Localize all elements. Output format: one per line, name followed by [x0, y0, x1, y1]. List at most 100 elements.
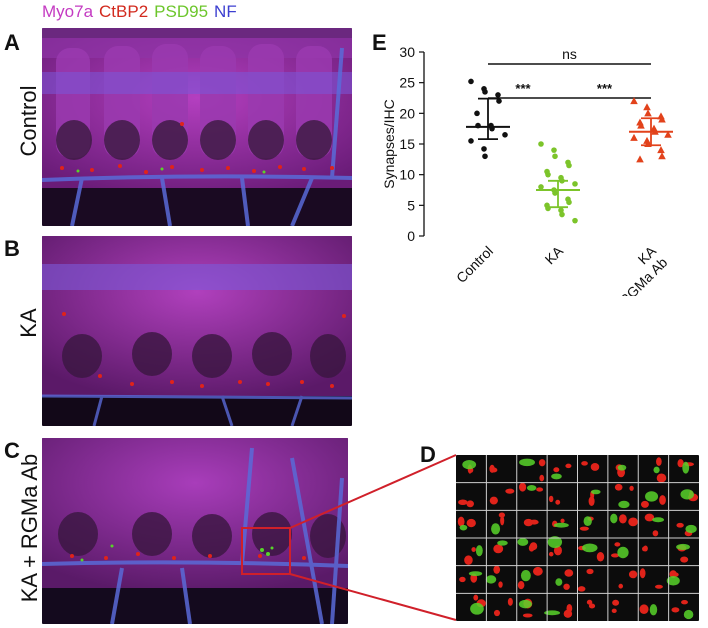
data-point: [636, 155, 644, 163]
ctbp2-puncta: [493, 609, 501, 617]
ctbp2-puncta: [677, 459, 684, 468]
mosaic-tile: [581, 461, 600, 471]
ctbp2-puncta: [676, 522, 684, 528]
ctbp2-puncta: [579, 526, 589, 531]
ctbp2-puncta: [681, 600, 688, 605]
ctbp2-puncta: [610, 553, 620, 558]
ctbp2-puncta: [577, 586, 586, 592]
mosaic-tile: [548, 495, 561, 505]
mosaic-tile: [640, 491, 666, 508]
ctbp2-puncta: [588, 603, 596, 609]
ctbp2-puncta: [548, 495, 554, 503]
x-tick-label: KA: [542, 242, 567, 267]
ctbp2-puncta: [529, 542, 538, 551]
ctbp2-puncta: [563, 609, 573, 618]
data-point: [566, 162, 572, 169]
data-point: [482, 153, 488, 160]
panel-letter-b: B: [4, 236, 20, 261]
data-point: [658, 152, 666, 160]
ctbp2-puncta: [612, 599, 620, 606]
micrograph-ka-rgma: [42, 438, 348, 624]
mosaic-tile: [489, 464, 498, 473]
significance-label: ns: [562, 46, 577, 62]
mosaic-tile: [458, 499, 474, 508]
ctbp2-puncta: [586, 599, 593, 605]
ctbp2-puncta: [671, 572, 679, 577]
ctbp2-puncta: [522, 613, 533, 618]
data-point: [474, 110, 480, 117]
psd95-puncta: [462, 459, 477, 470]
ctbp2-puncta: [590, 462, 600, 471]
psd95-puncta: [491, 523, 501, 535]
stain-label-psd95: PSD95: [154, 2, 209, 21]
mosaic-tile: [639, 604, 658, 616]
data-point: [502, 132, 508, 138]
data-point: [657, 146, 665, 154]
stain-label-nf: NF: [214, 2, 237, 21]
mosaic-tile: [618, 570, 638, 589]
micrograph-ka: [42, 236, 352, 426]
data-point: [644, 109, 652, 117]
psd95-puncta: [617, 464, 627, 471]
psd95-puncta: [470, 602, 484, 615]
ctbp2-puncta: [564, 569, 574, 577]
data-point: [468, 138, 474, 144]
mosaic-tile: [459, 571, 483, 583]
x-tick-label-line: KA: [542, 242, 567, 267]
psd95-puncta: [485, 575, 497, 584]
psd95-puncta: [475, 545, 483, 557]
ctbp2-puncta: [618, 583, 624, 589]
ctbp2-puncta: [563, 583, 570, 590]
ctbp2-puncta: [659, 495, 666, 505]
psd95-puncta: [583, 516, 592, 527]
panel-letter-e: E: [372, 30, 387, 55]
ctbp2-puncta: [493, 544, 504, 554]
data-point: [538, 141, 544, 147]
ctbp2-puncta: [656, 457, 662, 466]
psd95-puncta: [652, 517, 665, 523]
mosaic-tile: [680, 489, 699, 502]
psd95-puncta: [582, 543, 598, 553]
ctbp2-puncta: [628, 570, 638, 579]
mosaic-tile: [610, 542, 629, 559]
data-point: [566, 199, 572, 206]
mosaic-tile: [586, 599, 596, 609]
ctbp2-puncta: [553, 467, 560, 473]
mosaic-tile: [485, 565, 503, 588]
mosaic-tile: [517, 538, 538, 552]
y-tick-label: 5: [407, 197, 415, 213]
psd95-puncta: [547, 536, 563, 549]
ctbp2-puncta: [671, 607, 680, 613]
mosaic-tile: [614, 483, 634, 509]
panel-letter-c: C: [4, 438, 20, 463]
psd95-puncta: [497, 540, 508, 546]
psd95-puncta: [519, 458, 535, 467]
mosaic-tile: [518, 598, 533, 618]
y-tick-label: 15: [399, 136, 415, 152]
ctbp2-puncta: [498, 512, 506, 518]
mosaic-tile: [642, 545, 648, 552]
psd95-puncta: [591, 489, 601, 495]
psd95-puncta: [649, 604, 658, 616]
data-point: [468, 78, 474, 85]
psd95-puncta: [685, 524, 697, 534]
ctbp2-puncta: [523, 518, 534, 527]
mosaic-tile: [578, 543, 605, 562]
panel-letter-d: D: [420, 442, 436, 467]
stain-legend: Myo7a CtBP2 PSD95 NF: [42, 2, 243, 22]
ctbp2-puncta: [517, 581, 525, 590]
mosaic-tile: [677, 459, 694, 474]
ctbp2-puncta: [652, 530, 659, 537]
psd95-puncta: [526, 485, 537, 491]
ctbp2-puncta: [457, 516, 465, 527]
ctbp2-puncta: [493, 565, 501, 574]
ctbp2-puncta: [500, 515, 505, 526]
data-point: [637, 121, 645, 129]
data-point: [482, 89, 488, 95]
mosaic-tile: [615, 464, 627, 478]
data-point: [572, 181, 578, 187]
psd95-puncta: [666, 575, 680, 586]
ctbp2-puncta: [629, 485, 634, 491]
ctbp2-puncta: [596, 552, 605, 562]
